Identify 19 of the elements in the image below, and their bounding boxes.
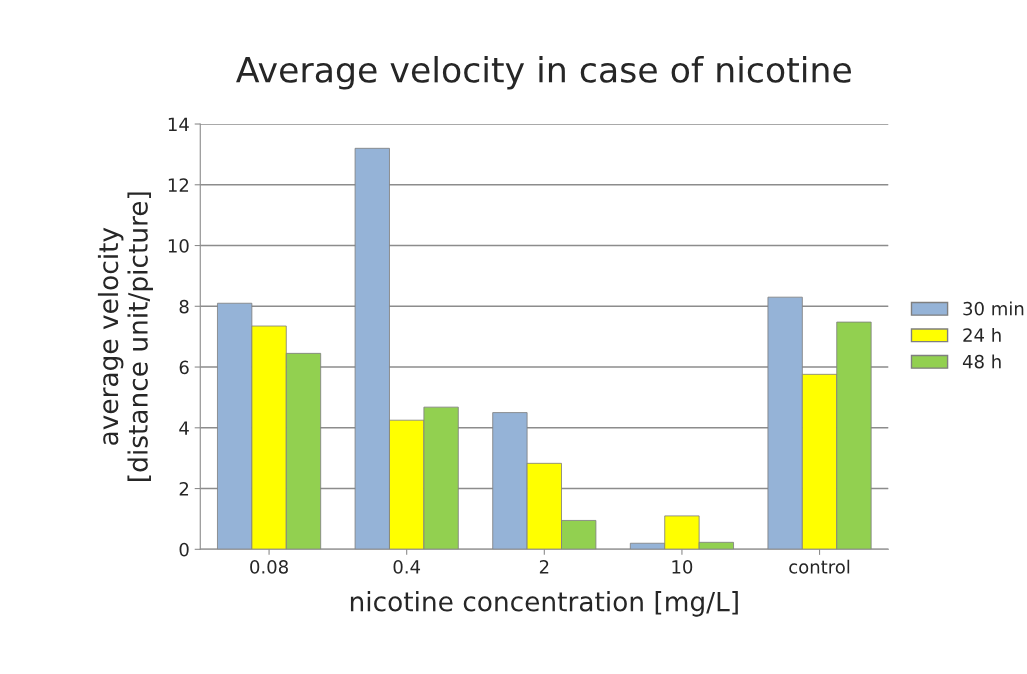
y-tick-label: 6	[179, 360, 189, 375]
y-tick-label: 8	[179, 299, 189, 314]
y-tick-label: 14	[168, 117, 189, 131]
x-tick-label: control	[789, 559, 850, 574]
x-tick-label: 0.4	[393, 560, 421, 574]
x-axis-title: nicotine concentration [mg/L]	[350, 591, 738, 617]
legend-label: 48 h	[962, 354, 1001, 369]
x-tick-label: 2	[539, 560, 549, 574]
x-tick-label: 10	[672, 560, 693, 574]
legend-label: 30 min	[963, 301, 1024, 316]
legend-label: 24 h	[963, 327, 1001, 342]
y-tick-label: 2	[179, 482, 189, 496]
y-tick-label: 0	[179, 542, 189, 557]
y-tick-label: 10	[168, 238, 189, 253]
y-axis-title: average velocity [distance unit/picture]	[97, 192, 153, 481]
x-tick-label: 0.08	[250, 560, 288, 574]
chart-title: Average velocity in case of nicotine	[236, 55, 851, 90]
y-tick-label: 4	[179, 421, 189, 435]
y-tick-label: 12	[168, 178, 189, 192]
